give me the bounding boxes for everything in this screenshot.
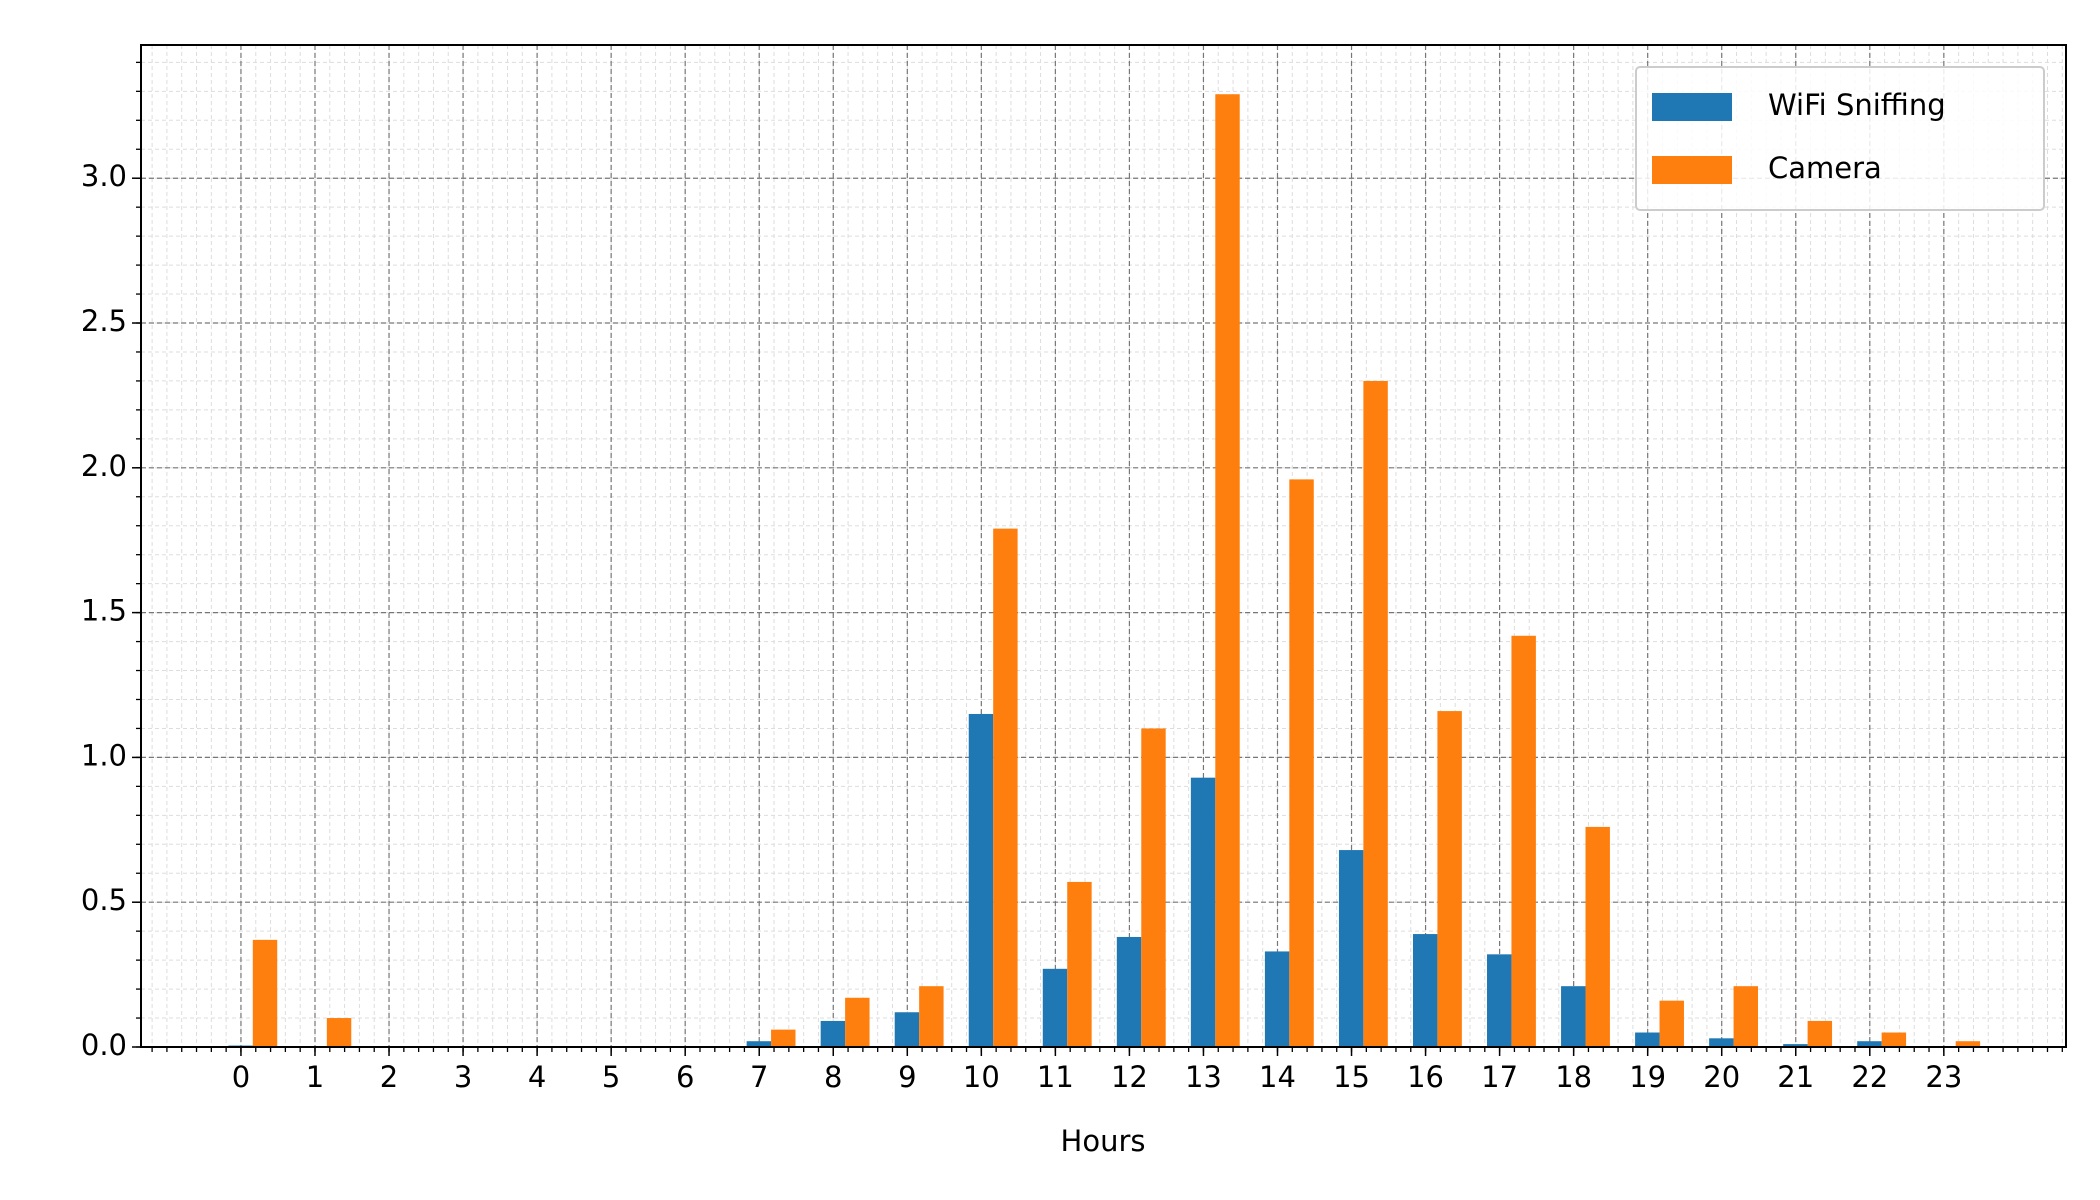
bar (1955, 1041, 1981, 1047)
x-tick-label: 3 (454, 1060, 472, 1094)
bar (1635, 1032, 1660, 1047)
bar (968, 713, 994, 1047)
legend-swatch (1652, 156, 1732, 184)
y-tick-label: 1.5 (81, 594, 127, 628)
y-tick-label: 0.0 (81, 1028, 127, 1062)
bar (1561, 986, 1586, 1047)
y-tick-label: 2.5 (81, 304, 127, 338)
x-tick-label: 10 (963, 1060, 1000, 1094)
x-tick-label: 17 (1481, 1060, 1518, 1094)
legend-box (1635, 66, 2045, 211)
y-tick-label: 1.0 (81, 738, 127, 772)
x-tick-label: 18 (1555, 1060, 1592, 1094)
bar (326, 1018, 352, 1047)
x-axis-label: Hours (1061, 1124, 1146, 1158)
x-tick-label: 6 (676, 1060, 694, 1094)
bar (1264, 951, 1290, 1047)
bar (993, 528, 1018, 1047)
bar (252, 939, 278, 1047)
bar (1067, 881, 1092, 1047)
x-tick-label: 19 (1629, 1060, 1666, 1094)
bar (1585, 826, 1610, 1047)
plot-frame (140, 44, 2067, 1048)
bar (1215, 94, 1240, 1048)
legend-swatch (1652, 93, 1732, 121)
bar (771, 1029, 796, 1047)
x-tick-label: 20 (1703, 1060, 1740, 1094)
bar (1659, 1000, 1684, 1047)
bar (1116, 936, 1142, 1047)
bar (919, 986, 944, 1047)
bar (1363, 380, 1388, 1047)
bar (746, 1041, 772, 1047)
x-tick-label: 14 (1259, 1060, 1296, 1094)
bar (1511, 635, 1536, 1047)
y-tick-label: 3.0 (81, 159, 127, 193)
bar (845, 997, 870, 1047)
x-tick-label: 5 (602, 1060, 620, 1094)
bar (1709, 1038, 1734, 1047)
x-tick-label: 2 (380, 1060, 398, 1094)
bar (1733, 986, 1758, 1047)
bar (1412, 934, 1438, 1047)
legend-label: Camera (1768, 151, 1882, 185)
x-tick-label: 11 (1037, 1060, 1074, 1094)
x-tick-label: 9 (898, 1060, 916, 1094)
bar (1190, 777, 1216, 1047)
x-tick-label: 12 (1111, 1060, 1148, 1094)
bar (1857, 1041, 1882, 1047)
bar (1338, 850, 1364, 1047)
x-tick-label: 8 (824, 1060, 842, 1094)
x-tick-label: 13 (1185, 1060, 1222, 1094)
bar (1042, 968, 1068, 1047)
x-tick-label: 4 (528, 1060, 546, 1094)
bar (1487, 954, 1512, 1047)
bar (1881, 1032, 1907, 1047)
x-tick-label: 22 (1851, 1060, 1888, 1094)
bar (1141, 728, 1166, 1047)
x-tick-label: 21 (1777, 1060, 1814, 1094)
x-tick-label: 16 (1407, 1060, 1444, 1094)
x-tick-label: 23 (1925, 1060, 1962, 1094)
y-tick-label: 2.0 (81, 449, 127, 483)
x-tick-label: 1 (306, 1060, 324, 1094)
bar (820, 1020, 846, 1047)
x-tick-label: 0 (232, 1060, 250, 1094)
x-tick-label: 7 (750, 1060, 768, 1094)
bar (1437, 711, 1462, 1047)
x-tick-label: 15 (1333, 1060, 1370, 1094)
bar (894, 1012, 920, 1047)
bar (1289, 479, 1314, 1047)
y-tick-label: 0.5 (81, 883, 127, 917)
legend-label: WiFi Sniffing (1768, 88, 1946, 122)
bar (1783, 1044, 1808, 1047)
bar (1807, 1020, 1833, 1047)
